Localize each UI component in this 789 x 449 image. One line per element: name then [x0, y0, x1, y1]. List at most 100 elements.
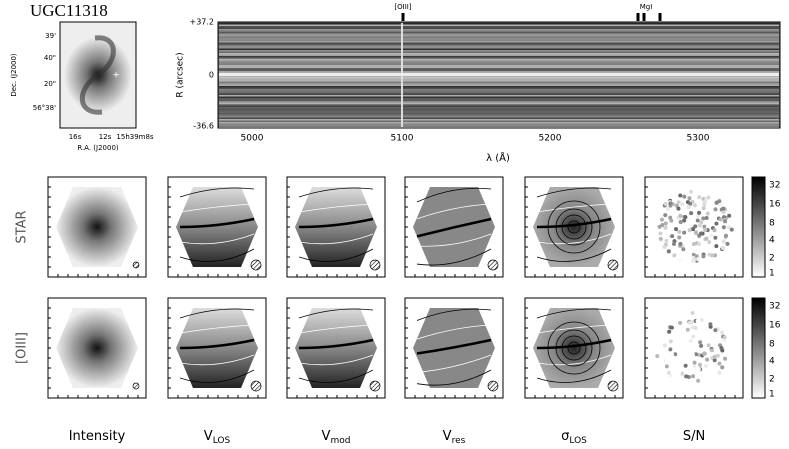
sn-bin: [717, 370, 722, 375]
spectrum-row: [219, 108, 779, 110]
contour: [536, 203, 612, 213]
sn-bin: [692, 203, 697, 208]
spectrum-row: [219, 23, 779, 25]
column-label: Vmod: [322, 429, 351, 446]
spectrum-y-tick: -36.6: [193, 122, 214, 131]
beam: [132, 382, 140, 390]
colorbar-tick: 2: [769, 254, 775, 264]
contour: [416, 217, 492, 238]
contour: [298, 187, 374, 198]
column-symbol: V: [204, 429, 213, 444]
contour: [536, 369, 612, 383]
spectrum-row: [219, 35, 779, 37]
thumb-x-tick: 15h39m8s: [116, 133, 154, 141]
sn-bin: [658, 236, 663, 241]
line-marker: [636, 13, 640, 21]
spectrum-row: [219, 120, 779, 122]
contour: [536, 233, 612, 245]
sn-bin: [674, 203, 679, 208]
map-hexagon: [56, 308, 138, 388]
thumb-x-tick: 16s: [69, 133, 82, 141]
spectrum-row: [219, 98, 779, 100]
beam: [607, 380, 619, 392]
sn-bin: [706, 343, 711, 348]
spectrum-row: [219, 111, 779, 113]
center-row: [219, 73, 779, 76]
thumb-y-tick: 40": [44, 54, 56, 62]
sn-bin: [697, 210, 702, 215]
thumb-y-tick: 20": [44, 80, 56, 88]
sn-bin: [703, 198, 708, 203]
sn-bin: [686, 368, 691, 373]
spectrum-row: [219, 104, 779, 106]
sn-bin: [672, 239, 677, 244]
map-hexagon: [295, 187, 377, 267]
column-subscript: LOS: [213, 436, 231, 446]
colorbar-tick: 32: [769, 302, 780, 312]
sn-bin: [715, 353, 720, 358]
galaxy-name: UGC11318: [30, 1, 108, 20]
sn-bin: [703, 228, 708, 233]
sn-bin: [695, 218, 700, 223]
sn-bin: [694, 254, 699, 259]
colorbar: [751, 297, 766, 399]
sn-bin: [704, 236, 709, 241]
map-hexagon: [176, 308, 258, 388]
sn-bin: [673, 318, 678, 323]
sn-bin: [663, 201, 668, 206]
sn-bin: [691, 227, 696, 232]
sn-bin: [687, 196, 692, 201]
sn-bin: [721, 206, 726, 211]
sn-bin: [691, 353, 696, 358]
contour: [179, 217, 255, 229]
spectrum-row: [219, 36, 779, 38]
sn-bin: [721, 239, 726, 244]
sn-bin: [663, 221, 668, 226]
sn-bin: [725, 241, 730, 246]
contour: [561, 335, 587, 361]
contour: [536, 308, 612, 319]
sn-bin: [721, 225, 726, 230]
sn-bin: [672, 253, 677, 258]
spectrum-row: [219, 81, 779, 83]
spectrum-x-tick: 5200: [539, 134, 562, 144]
beam: [132, 261, 140, 269]
thumb-y-tick: 56°38': [33, 104, 56, 112]
contour: [179, 203, 255, 213]
contour: [416, 187, 492, 203]
contour: [298, 203, 374, 213]
spectrum-row: [219, 39, 779, 41]
sn-bin: [666, 370, 671, 375]
sn-bin: [655, 354, 660, 359]
thumb-y-label: Dec. (J2000): [10, 53, 18, 97]
line-marker-label: MgI: [640, 3, 653, 11]
sn-bin: [669, 218, 674, 223]
spectrum-row: [219, 42, 779, 44]
sn-bin: [684, 374, 689, 379]
spectrum-row: [219, 27, 779, 29]
contour: [179, 369, 255, 383]
contour: [416, 248, 492, 266]
sn-bin: [695, 319, 700, 324]
sn-bin: [694, 352, 699, 357]
spectrum-row: [219, 92, 779, 94]
column-label: Vres: [443, 429, 466, 446]
spectrum-row: [219, 56, 779, 58]
colorbar-tick: 4: [769, 236, 775, 246]
sn-bin: [691, 252, 696, 257]
sn-bin: [690, 311, 695, 316]
map-frame: [644, 297, 744, 399]
contour: [298, 248, 374, 262]
colorbar-tick: 16: [769, 321, 781, 331]
contour: [298, 338, 374, 350]
sn-bin: [729, 227, 734, 232]
sn-bin: [710, 253, 715, 258]
spectrum-row: [219, 26, 779, 28]
sn-bin: [682, 194, 687, 199]
sn-bin: [713, 328, 718, 333]
sn-bin: [678, 241, 683, 246]
sn-bin: [704, 215, 709, 220]
contour: [416, 233, 492, 247]
sn-bin: [696, 378, 701, 383]
contour: [179, 308, 255, 319]
